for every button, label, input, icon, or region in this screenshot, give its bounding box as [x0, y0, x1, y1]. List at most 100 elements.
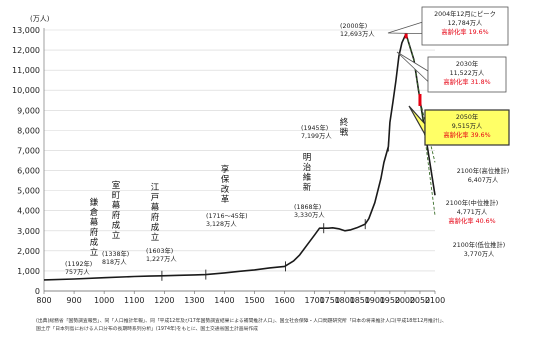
event-label-char: 幕	[90, 217, 99, 228]
event-note: 3,128万人	[206, 220, 237, 228]
x-tick-label: 2050	[410, 296, 430, 305]
event-label-char: 成	[90, 237, 99, 248]
event-label-char: 成	[112, 220, 121, 231]
event-note: (1945年)	[301, 123, 328, 132]
x-tick-label: 1700	[305, 296, 325, 305]
x-tick-label: 1900	[365, 296, 385, 305]
series-line	[405, 34, 436, 216]
y-tick-label: 13,000	[12, 26, 40, 35]
event-note: 757万人	[65, 268, 90, 276]
x-tick-label: 1400	[214, 296, 234, 305]
source-note: (出典)総務省「国勢調査報告」、同「人口推計年報」、同「平成12年及び17年国勢…	[36, 317, 447, 332]
event-note: 7,199万人	[301, 132, 332, 140]
event-note: (1716～45年)	[206, 211, 248, 220]
x-tick-label: 1950	[380, 296, 400, 305]
y-unit-label: (万人)	[30, 15, 50, 23]
y-tick-label: 9,000	[17, 106, 40, 115]
y-tick-label: 7,000	[17, 146, 40, 155]
y-tick-label: 6,000	[17, 167, 40, 176]
x-tick-label: 1850	[350, 296, 370, 305]
callout-text: 12,784万人	[448, 19, 483, 27]
event-label-char: 改	[221, 184, 230, 195]
event-label-char: 革	[221, 194, 230, 205]
event-label-char: 戸	[151, 193, 160, 203]
callout-text: 4,771万人	[457, 208, 488, 216]
event-label-char: 治	[303, 162, 312, 173]
event-label-char: 府	[90, 227, 99, 238]
event-label-char: 保	[221, 174, 230, 185]
callout-text: 3,770万人	[464, 250, 495, 258]
event-label-char: 府	[112, 210, 121, 221]
peak-marker	[404, 30, 408, 39]
x-tick-label: 900	[66, 296, 81, 305]
callout-text: 2030年	[456, 59, 478, 68]
event-label-char: 府	[151, 212, 160, 223]
y-tick-label: 8,000	[17, 126, 40, 135]
event-label-char: 立	[151, 232, 160, 243]
y-tick-label: 4,000	[17, 207, 40, 216]
event-label-char: 立	[90, 247, 99, 258]
event-note: 818万人	[102, 258, 127, 266]
y-tick-label: 11,000	[12, 66, 40, 75]
event-note: (1868年)	[294, 202, 321, 211]
callout-aging-rate: 高齢化率 40.6%	[448, 216, 495, 225]
x-tick-label: 1750	[320, 296, 340, 305]
x-tick-label: 1500	[244, 296, 264, 305]
event-label-char: 鎌	[90, 197, 99, 208]
x-tick-label: 1000	[94, 296, 114, 305]
event-note: (1192年)	[65, 259, 92, 268]
event-note: 3,330万人	[294, 211, 325, 219]
x-tick-label: 1600	[274, 296, 294, 305]
event-label-char: 幕	[151, 202, 160, 213]
event-note: 1,227万人	[146, 255, 177, 263]
event-note: (1338年)	[102, 249, 129, 258]
marker-2050	[418, 93, 422, 106]
event-label-char: 町	[112, 191, 121, 201]
callout-box	[427, 56, 507, 93]
x-tick-label: 800	[36, 296, 51, 305]
event-note: (1603年)	[146, 246, 173, 255]
callout-box	[421, 6, 509, 46]
callout-aging-rate: 高齢化率 39.6%	[443, 130, 490, 139]
callout-text: 2050年	[456, 112, 478, 121]
callout-text: 2100年(低位推計)	[453, 240, 505, 249]
source-line: (出典)総務省「国勢調査報告」、同「人口推計年報」、同「平成12年及び17年国勢…	[36, 317, 447, 324]
callout-text: 11,522万人	[450, 69, 485, 77]
event-note: 12,693万人	[340, 30, 375, 38]
x-tick-label: 2100	[425, 296, 445, 305]
series-lines	[43, 30, 436, 281]
x-tick-label: 2000	[395, 296, 415, 305]
callout-box	[424, 109, 510, 146]
callout-aging-rate: 高齢化率 19.6%	[441, 27, 488, 36]
x-tick-label: 1800	[335, 296, 355, 305]
event-label-char: 明	[303, 153, 312, 163]
x-tick-label: 1100	[124, 296, 144, 305]
event-label-char: 成	[151, 222, 160, 233]
y-tick-label: 2,000	[17, 247, 40, 256]
y-tick-label: 10,000	[12, 86, 40, 95]
event-label-char: 室	[112, 180, 121, 191]
callout-text: 9,515万人	[452, 122, 483, 130]
event-label-char: 倉	[90, 207, 99, 218]
event-label-char: 立	[112, 230, 121, 241]
callout-text: 2100年(高位推計)	[457, 166, 509, 175]
event-label-char: 戦	[340, 127, 349, 138]
y-tick-label: 3,000	[17, 227, 40, 236]
event-label-char: 新	[303, 182, 312, 193]
callout-aging-rate: 高齢化率 31.8%	[443, 77, 490, 86]
series-line	[43, 33, 407, 281]
event-label-char: 終	[340, 117, 349, 128]
callout-text: 2100年(中位推計)	[446, 198, 498, 207]
gridlines	[44, 29, 435, 292]
y-tick-label: 12,000	[12, 46, 40, 55]
y-tick-label: 1,000	[17, 267, 40, 276]
callout-text: 2004年12月にピーク	[434, 9, 496, 18]
source-line: 国土庁「日本列島における人口分布の長期時系列分析」(1974年)をもとに、国土交…	[36, 325, 258, 332]
y-tick-label: 5,000	[17, 187, 40, 196]
event-label-char: 江	[151, 183, 160, 193]
historical-events: 鎌倉幕府成立(1192年)757万人室町幕府成立(1338年)818万人江戸幕府…	[65, 21, 389, 281]
y-tick-label: 0	[35, 287, 40, 296]
